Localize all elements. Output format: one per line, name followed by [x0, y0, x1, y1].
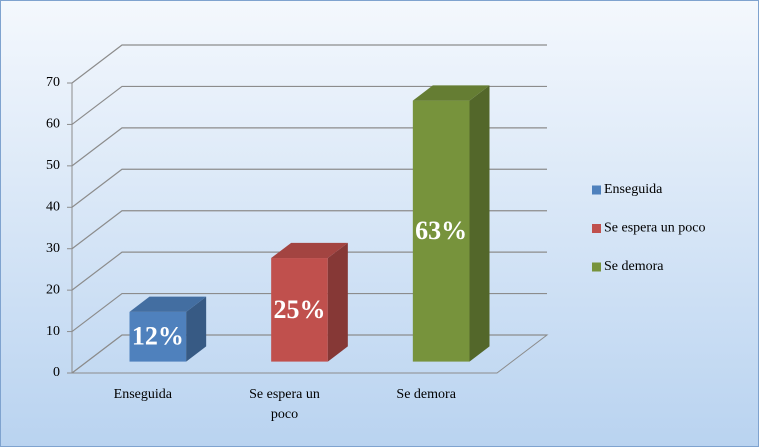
bar	[129, 296, 207, 362]
x-tick-label: Enseguida	[114, 387, 173, 402]
grid-line	[71, 44, 547, 84]
bar-top	[129, 296, 207, 312]
value-label: 63%	[415, 216, 467, 245]
value-label: 12%	[132, 322, 184, 351]
y-tick-label: 50	[46, 158, 60, 173]
x-tick-label: Se demora	[396, 387, 456, 402]
grid-line	[71, 85, 547, 125]
bar	[412, 85, 490, 362]
legend-swatch	[592, 185, 601, 195]
y-tick-label: 40	[46, 200, 60, 215]
y-tick-label: 60	[46, 117, 60, 132]
legend-label: Enseguida	[604, 182, 663, 197]
grid-line	[71, 251, 547, 291]
legend-label: Se espera un poco	[604, 221, 705, 236]
grid-line	[71, 127, 547, 167]
bar-front	[271, 258, 328, 362]
legend-label: Se demora	[604, 259, 664, 274]
bar-front	[412, 100, 470, 362]
value-label: 25%	[274, 295, 326, 324]
bar-front	[129, 311, 187, 362]
y-tick-label: 20	[46, 282, 60, 297]
grid-line	[71, 334, 547, 374]
grid-line	[71, 168, 547, 208]
y-tick-label: 30	[46, 241, 60, 256]
grid-line	[71, 292, 547, 333]
bar-top	[271, 242, 348, 259]
legend-swatch	[592, 262, 601, 272]
bar-top	[412, 85, 490, 101]
y-tick-label: 70	[46, 75, 60, 90]
bar-side	[469, 85, 490, 362]
y-tick-label: 10	[46, 324, 60, 339]
bar	[271, 242, 348, 362]
grid-line	[71, 210, 547, 250]
x-tick-label: Se espera un poco	[249, 387, 320, 422]
legend-swatch	[592, 224, 601, 233]
bar-side	[327, 242, 348, 362]
y-tick-label: 0	[53, 365, 60, 380]
bar-side	[186, 296, 207, 362]
